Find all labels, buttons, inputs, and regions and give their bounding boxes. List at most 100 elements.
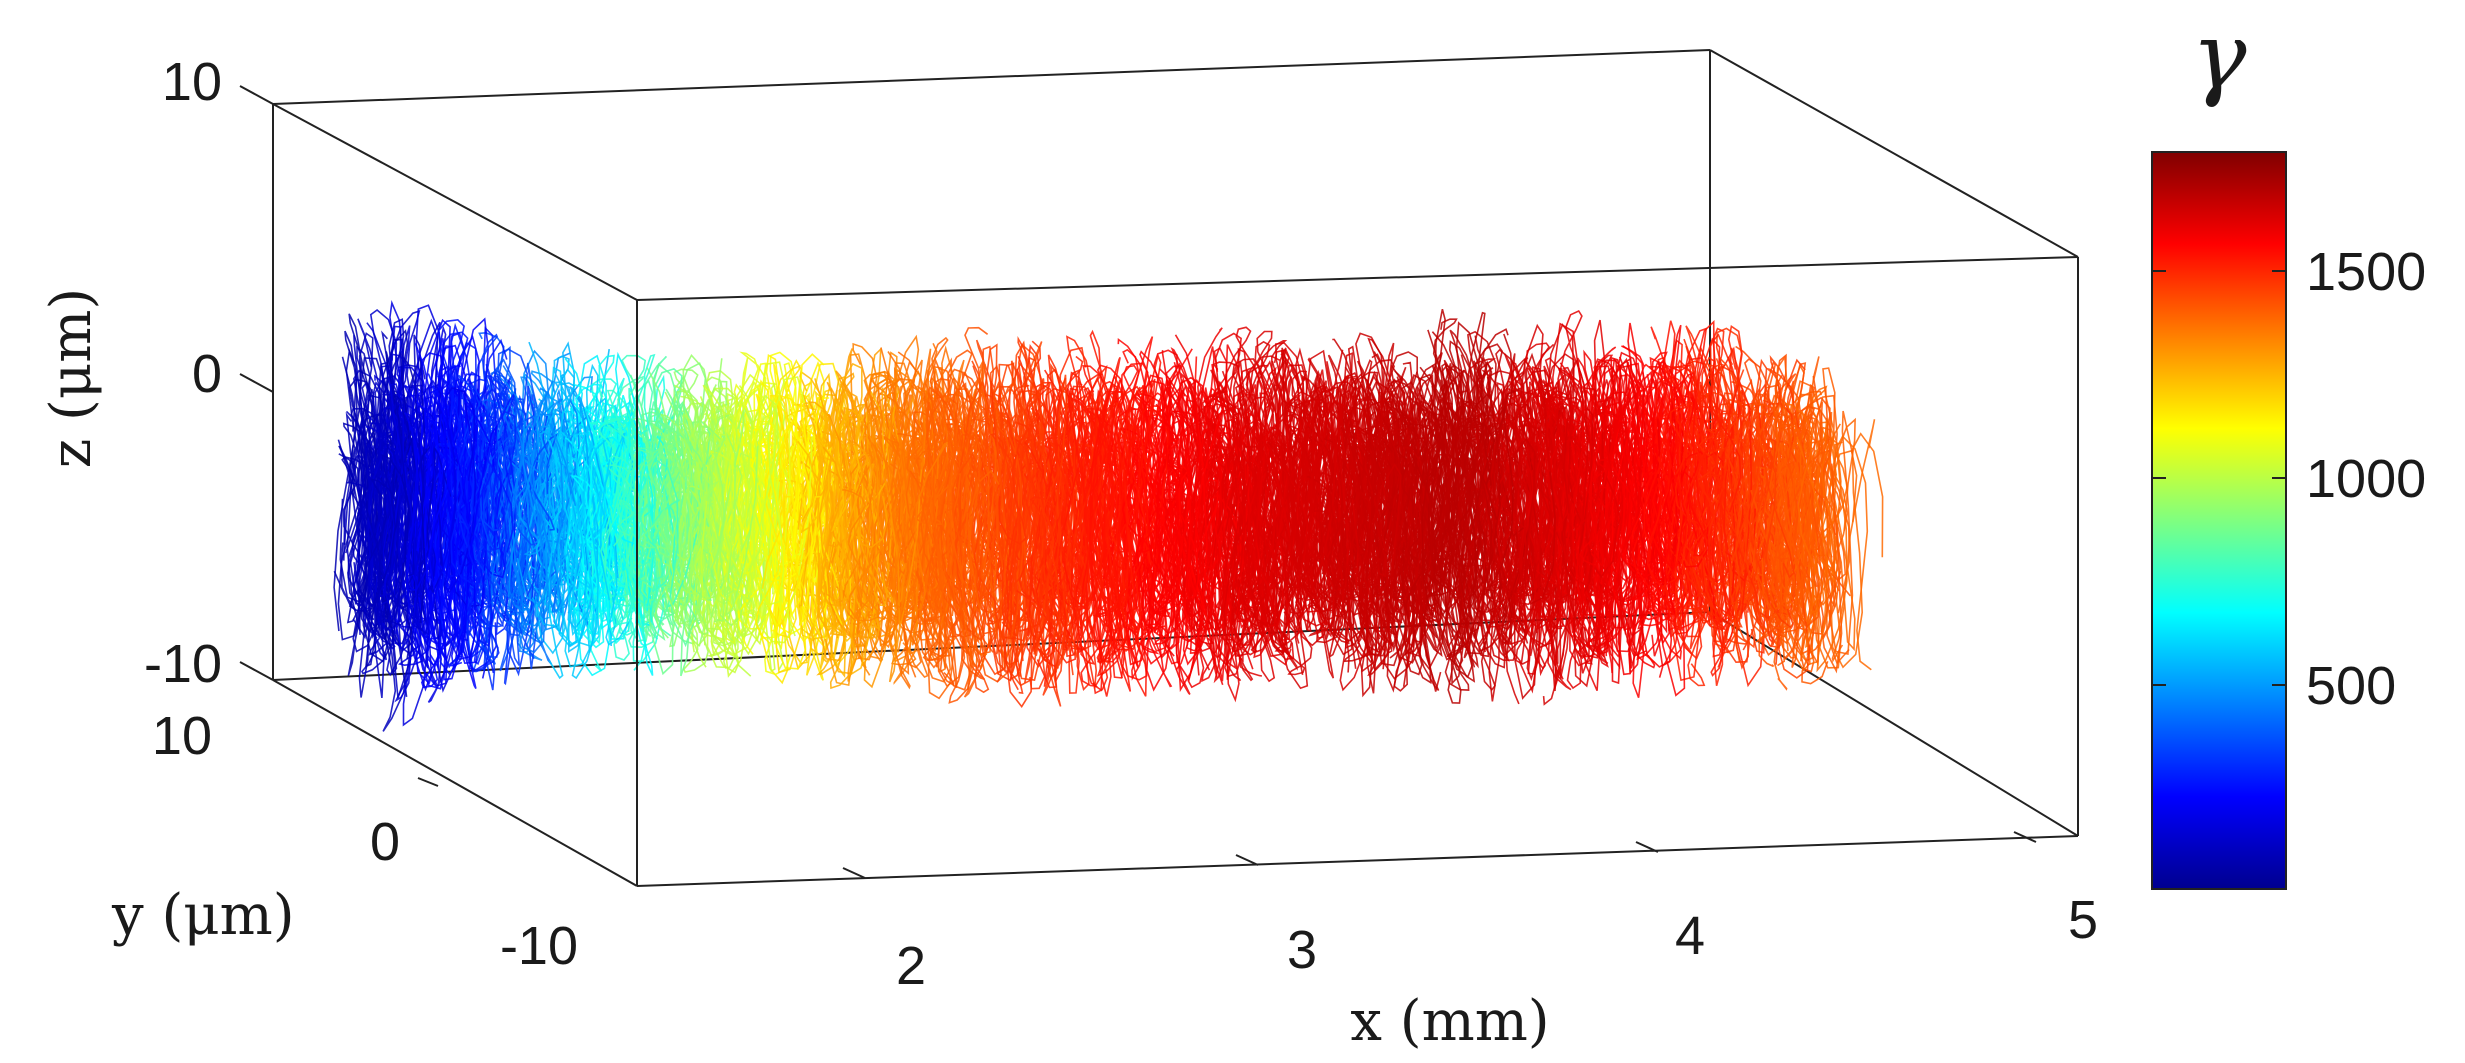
trajectory-segment [382,379,442,727]
trajectory-segment [842,488,884,622]
trajectory-segment [1465,455,1542,598]
trajectory-segment [1525,342,1564,589]
trajectory-segment [1436,409,1479,691]
trajectory-segment [1621,466,1661,602]
trajectory-segment [841,450,882,622]
trajectory-segment [694,387,770,638]
colorbar: 1500 1000 500 γ [2151,3,2426,890]
trajectory-segment [516,393,611,609]
trajectory-segment [345,347,417,668]
trajectory-segment [1279,374,1350,647]
trajectory-segment [808,401,859,690]
trajectory-segment [1221,369,1289,624]
trajectory-segment [1016,495,1071,602]
trajectory-segment [939,434,991,687]
trajectory-segment [1024,440,1098,569]
trajectory-segment [917,390,976,669]
trajectory-segment [389,300,444,650]
trajectory-segment [684,433,753,603]
x-axis-label: x (mm) [1350,989,1549,1054]
trajectory-segment [1796,434,1872,673]
trajectory-segment [616,446,660,537]
trajectory-segment [975,339,1043,640]
trajectory-segment [652,423,722,641]
trajectory-segment [1657,356,1708,638]
trajectory-segment [880,345,975,629]
trajectory-segment [638,422,686,549]
trajectory-segment [827,413,923,683]
trajectory-segment [587,415,647,672]
trajectory-segment [416,424,498,663]
trajectory-segment [1223,383,1281,683]
trajectory-segment [1669,402,1708,554]
trajectory-segment [718,357,813,623]
trajectory-segment [664,432,759,620]
trajectory-segment [713,455,792,646]
trajectory-segment [447,444,514,586]
trajectory-segment [1214,366,1284,631]
trajectory-segment [1646,376,1688,588]
trajectory-segment [507,421,577,642]
trajectory-segment [600,455,645,580]
x-axis: 2 3 4 5 x (mm) [896,890,2098,1054]
trajectory-segment [1170,346,1228,631]
trajectory-segment [1325,461,1402,640]
trajectory-segment [1575,364,1643,617]
trajectory-segment [920,377,981,586]
trajectory-segment [700,401,783,608]
trajectory-segment [682,412,739,576]
z-axis-label: z (μm) [39,288,104,469]
trajectory-segment [1267,400,1364,561]
trajectory-segment [1211,403,1265,623]
trajectory-segment [1478,472,1535,620]
colorbar-gradient [2151,151,2287,890]
trajectory-segment [352,392,427,640]
trajectory-segment [1334,469,1387,663]
trajectory-segment [1294,430,1354,614]
trajectory-segment [873,436,920,565]
trajectory-segment [669,480,751,596]
trajectory-segment [1557,434,1644,639]
trajectory-segment [603,458,698,611]
trajectory-segment [1727,437,1795,579]
y-tick-label: -10 [500,916,578,976]
trajectory-segment [1766,354,1836,609]
trajectory-segment [1368,438,1436,600]
trajectory-segment [955,379,1017,641]
trajectory-segment [1455,424,1534,647]
trajectory-segment [597,417,637,542]
trajectory-segment [1550,438,1622,531]
trajectory-segment [1411,454,1498,571]
trajectory-segment [1440,369,1501,640]
trajectory-segment [367,441,452,594]
trajectory-segment [548,410,600,680]
trajectory-segment [766,443,852,628]
trajectory-segment [1165,379,1242,581]
y-tick-label: 0 [370,812,400,872]
trajectory-segment [1267,394,1309,595]
trajectory-segment [826,439,877,639]
trajectory-segment [848,374,889,620]
trajectory-segment [511,399,580,615]
trajectory-segment [1180,372,1227,652]
electron-trajectories [333,300,1884,732]
trajectory-segment [1328,458,1389,600]
trajectory-segment [456,410,517,551]
trajectory-segment [1575,356,1647,659]
trajectory-segment [1503,353,1575,581]
z-tick-label: 10 [162,52,222,112]
trajectory-segment [1801,417,1876,652]
trajectory-segment [885,410,926,634]
trajectory-segment [1660,432,1702,594]
trajectory-segment [1079,383,1144,692]
x-tick-label: 4 [1675,906,1705,966]
trajectory-segment [1010,423,1073,696]
trajectory-segment [1182,404,1231,563]
trajectory-segment [1507,420,1577,542]
trajectory-segment [1114,473,1211,634]
trajectory-segment [438,318,487,626]
trajectory-segment [444,392,516,538]
trajectory-segment [465,348,546,598]
trajectory-segment [1146,377,1208,693]
trajectory-segment [1275,386,1368,692]
